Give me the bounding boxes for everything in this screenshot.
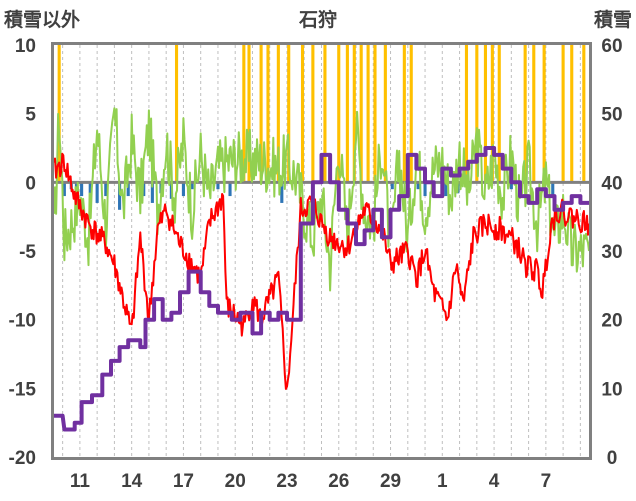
precip-bar [174, 45, 179, 183]
precip-bar [190, 182, 194, 190]
precip-bar [242, 45, 246, 183]
x-axis-ticks: 11 14 17 20 23 26 29 1 4 7 [70, 471, 551, 492]
right-tick-label: 0 [607, 448, 618, 469]
precip-bar [373, 45, 377, 183]
left-tick-label: -10 [9, 311, 36, 332]
x-tick-label: 11 [70, 471, 91, 492]
precip-bar [532, 45, 536, 183]
left-tick-label: 10 [15, 36, 36, 57]
right-tick-label: 20 [601, 311, 622, 332]
precip-bar [337, 45, 341, 183]
left-tick-label: -20 [9, 448, 36, 469]
precip-bar [311, 45, 315, 183]
secondary-series-line [53, 107, 590, 292]
precip-bar [409, 45, 413, 183]
right-tick-label: 10 [601, 379, 622, 400]
precip-bar [300, 45, 305, 183]
precip-bar [259, 45, 263, 183]
precip-bar [181, 182, 185, 197]
chart-title: 石狩 [298, 8, 337, 31]
precip-bar [551, 182, 555, 197]
precip-bar [359, 45, 363, 183]
precip-bar [383, 45, 387, 183]
precip-bar [345, 45, 349, 183]
precip-bar [497, 45, 501, 183]
precip-bar [444, 182, 448, 197]
precip-bar [475, 45, 479, 183]
precip-bar [323, 45, 327, 183]
precip-bar [287, 45, 291, 183]
precip-bar [561, 45, 565, 183]
precip-bar [542, 45, 546, 183]
precip-bar [80, 182, 84, 197]
snow-depth-line [54, 146, 589, 432]
right-axis-ticks: 60 50 40 30 20 10 0 [601, 36, 622, 469]
precip-bar [62, 182, 66, 197]
precip-bar [228, 182, 232, 197]
precip-bar [416, 182, 420, 190]
precip-bar [390, 182, 394, 190]
precip-bar [216, 182, 220, 190]
precip-bar [247, 45, 251, 183]
precip-bar [509, 182, 513, 190]
plot-frame [51, 42, 592, 460]
precip-bar [126, 182, 130, 197]
precip-bar [150, 182, 154, 203]
precip-bar [352, 45, 356, 183]
right-axis-label: 積雪 [594, 8, 632, 31]
left-tick-label: 5 [25, 105, 36, 126]
precip-bar [523, 45, 527, 183]
precip-bar [570, 45, 574, 183]
series-lines [53, 107, 590, 432]
precip-bar [118, 182, 122, 210]
precip-bar [57, 45, 61, 183]
precip-bar [276, 45, 280, 183]
temperature-line [53, 152, 590, 390]
left-axis-label: 積雪以外 [4, 8, 80, 31]
precip-bar [423, 182, 427, 197]
right-tick-label: 50 [601, 105, 622, 126]
right-tick-label: 30 [601, 242, 622, 263]
precip-bar [464, 45, 469, 183]
precipitation-bars [57, 45, 586, 210]
x-tick-label: 4 [489, 471, 500, 492]
x-tick-label: 17 [173, 471, 194, 492]
left-tick-label: 0 [25, 173, 36, 194]
right-tick-label: 40 [601, 173, 622, 194]
precip-bar [266, 45, 270, 183]
precip-bar [88, 182, 92, 194]
precip-bar [95, 182, 99, 203]
precip-bar [490, 45, 494, 183]
x-tick-label: 7 [541, 471, 552, 492]
precip-bar [483, 45, 488, 183]
left-axis-ticks: 10 5 0 -5 -10 -15 -20 [9, 36, 37, 469]
x-tick-label: 1 [437, 471, 448, 492]
right-tick-label: 60 [601, 36, 622, 57]
left-tick-label: -15 [9, 379, 37, 400]
precip-bar [402, 45, 406, 183]
left-tick-label: -5 [19, 242, 36, 263]
precip-bar [280, 182, 284, 203]
x-tick-label: 14 [121, 471, 143, 492]
precip-bar [104, 182, 108, 197]
precip-bar [366, 45, 370, 183]
x-tick-label: 26 [328, 471, 349, 492]
gridlines [62, 45, 581, 457]
x-tick-label: 23 [276, 471, 297, 492]
precip-bar [582, 45, 586, 183]
x-tick-label: 29 [380, 471, 401, 492]
x-tick-label: 20 [225, 471, 246, 492]
